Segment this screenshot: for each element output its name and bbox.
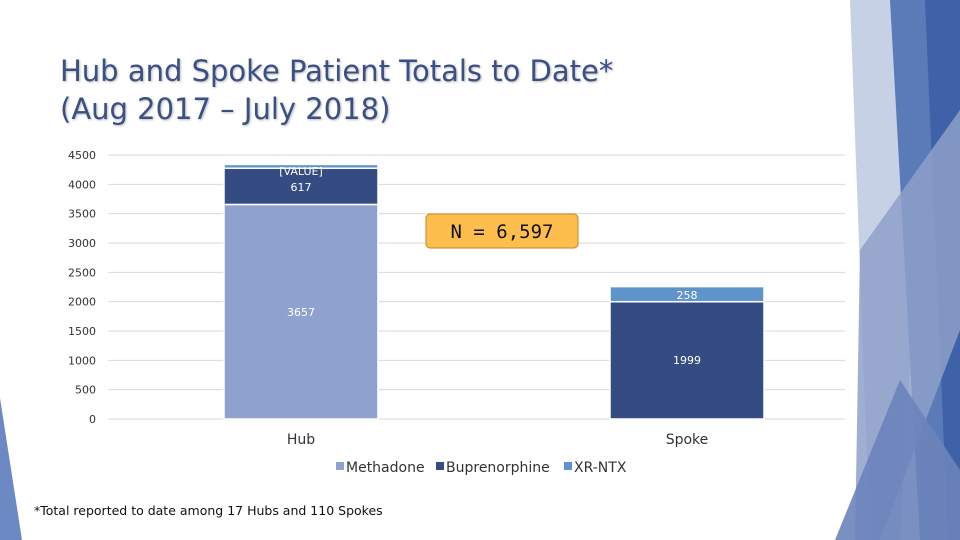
legend: Methadone Buprenorphine XR-NTX	[336, 460, 627, 476]
callout-box	[425, 213, 579, 249]
y-tick-label: 2000	[68, 296, 96, 309]
bar-buprenorphine-spoke	[609, 300, 765, 420]
x-tick-label: Hub	[287, 432, 315, 448]
callout-text: N = 6,597	[451, 221, 554, 243]
legend-label: Methadone	[346, 460, 425, 476]
total-callout: N = 6,597	[425, 213, 579, 249]
legend-swatch-buprenorphine	[436, 462, 444, 470]
edge-decoration-bottom	[835, 380, 960, 540]
legend-label: XR-NTX	[574, 460, 627, 476]
chart-title: Hub and Spoke Patient Totals to Date* (A…	[60, 52, 760, 128]
y-tick-label: 3000	[68, 237, 96, 250]
title-line-2: (Aug 2017 – July 2018)	[60, 92, 391, 126]
legend-label: Buprenorphine	[446, 460, 550, 476]
x-axis: Hub Spoke	[287, 432, 708, 448]
legend-swatch-xr-ntx	[564, 462, 572, 470]
y-tick-label: 0	[89, 413, 96, 426]
y-tick-label: 2500	[68, 266, 96, 279]
data-label-xrntx-spoke: 258	[677, 289, 698, 302]
data-label-buprenorphine-hub: [VALUE] 617	[279, 165, 323, 194]
bar-buprenorphine-hub	[223, 167, 379, 206]
y-tick-label: 500	[75, 384, 96, 397]
title-line-1: Hub and Spoke Patient Totals to Date*	[60, 54, 614, 88]
y-tick-label: 4500	[68, 149, 96, 162]
corner-decoration-left	[0, 398, 22, 540]
bar-methadone-hub	[223, 203, 379, 420]
x-tick-label: Spoke	[666, 432, 709, 448]
bar-xr-ntx-hub	[223, 163, 379, 170]
footnote: *Total reported to date among 17 Hubs an…	[34, 503, 383, 518]
y-axis: 0 500 1000 1500 2000 2500 3000 3500 4000 4500	[68, 149, 96, 426]
y-tick-label: 3500	[68, 208, 96, 221]
bars: 3657 [VALUE] 617 1999 258	[223, 163, 765, 420]
y-tick-label: 4000	[68, 178, 96, 191]
bar-xr-ntx-spoke	[609, 285, 765, 303]
y-tick-label: 1500	[68, 325, 96, 338]
data-label-buprenorphine-spoke: 1999	[673, 354, 701, 367]
y-tick-label: 1000	[68, 354, 96, 367]
data-label-methadone-hub: 3657	[287, 306, 315, 319]
legend-swatch-methadone	[336, 462, 344, 470]
